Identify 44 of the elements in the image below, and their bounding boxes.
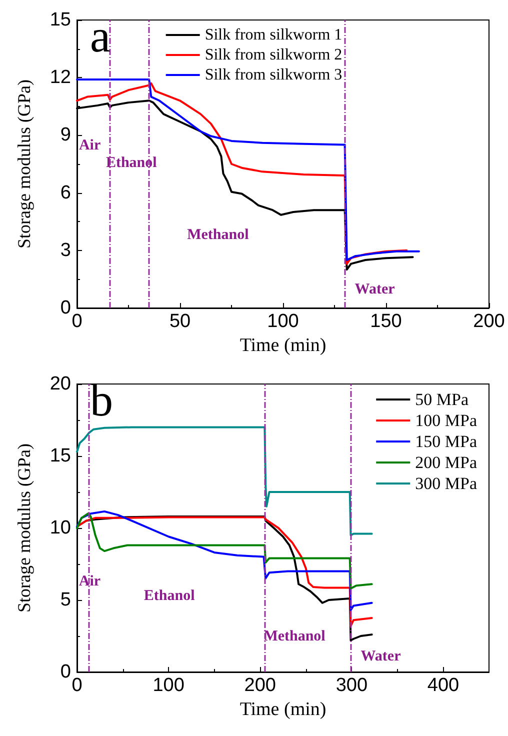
- y-tick-label: 10: [50, 518, 71, 538]
- y-tick-label: 5: [60, 590, 71, 610]
- annotation: Water: [354, 282, 396, 298]
- legend-label: Silk from silkworm 1: [204, 26, 342, 44]
- annotation: Ethanol: [144, 588, 195, 604]
- y-tick-label: 0: [60, 662, 71, 682]
- y-axis-title: Storage modulus (GPa): [14, 80, 34, 248]
- x-tick-label: 50: [169, 311, 191, 332]
- y-tick-label: 3: [60, 240, 71, 261]
- annotation: Methanol: [264, 628, 326, 644]
- annotation: Ethanol: [106, 154, 157, 171]
- y-tick-label: 9: [60, 124, 71, 146]
- y-tick-label: 0: [60, 298, 71, 318]
- x-tick-label: 100: [267, 311, 299, 332]
- x-tick-label: 200: [244, 675, 276, 696]
- annotation: Air: [78, 138, 101, 154]
- line-series: [76, 512, 373, 590]
- x-axis-title: Time (min): [240, 334, 326, 356]
- y-tick-label: 15: [50, 446, 71, 466]
- x-tick-label: 300: [336, 675, 368, 696]
- legend-label: 300 MPa: [415, 474, 478, 493]
- x-tick-label: 200: [473, 311, 505, 332]
- y-tick-label: 20: [50, 374, 71, 394]
- annotation: Water: [360, 648, 402, 664]
- y-axis-title: Storage modulus (GPa): [14, 444, 34, 612]
- legend-label: 200 MPa: [415, 453, 478, 472]
- x-axis-title: Time (min): [240, 698, 326, 720]
- legend-label: Silk from silkworm 2: [204, 46, 342, 64]
- chart-title: a: [90, 10, 110, 62]
- legend-label: 50 MPa: [415, 390, 469, 409]
- chart-title: b: [90, 374, 113, 426]
- annotation: Air: [78, 574, 101, 590]
- legend-label: Silk from silkworm 3: [204, 66, 342, 84]
- legend-label: 100 MPa: [415, 411, 478, 430]
- x-tick-label: 400: [427, 675, 460, 696]
- x-tick-label: 100: [152, 675, 184, 696]
- annotation: Methanol: [187, 226, 249, 243]
- legend-label: 150 MPa: [415, 432, 478, 451]
- line-series: [76, 510, 373, 612]
- y-tick-label: 12: [50, 67, 71, 88]
- line-series: [76, 426, 373, 536]
- y-tick-label: 15: [50, 10, 71, 30]
- y-tick-label: 6: [60, 182, 71, 204]
- x-tick-label: 150: [370, 311, 402, 332]
